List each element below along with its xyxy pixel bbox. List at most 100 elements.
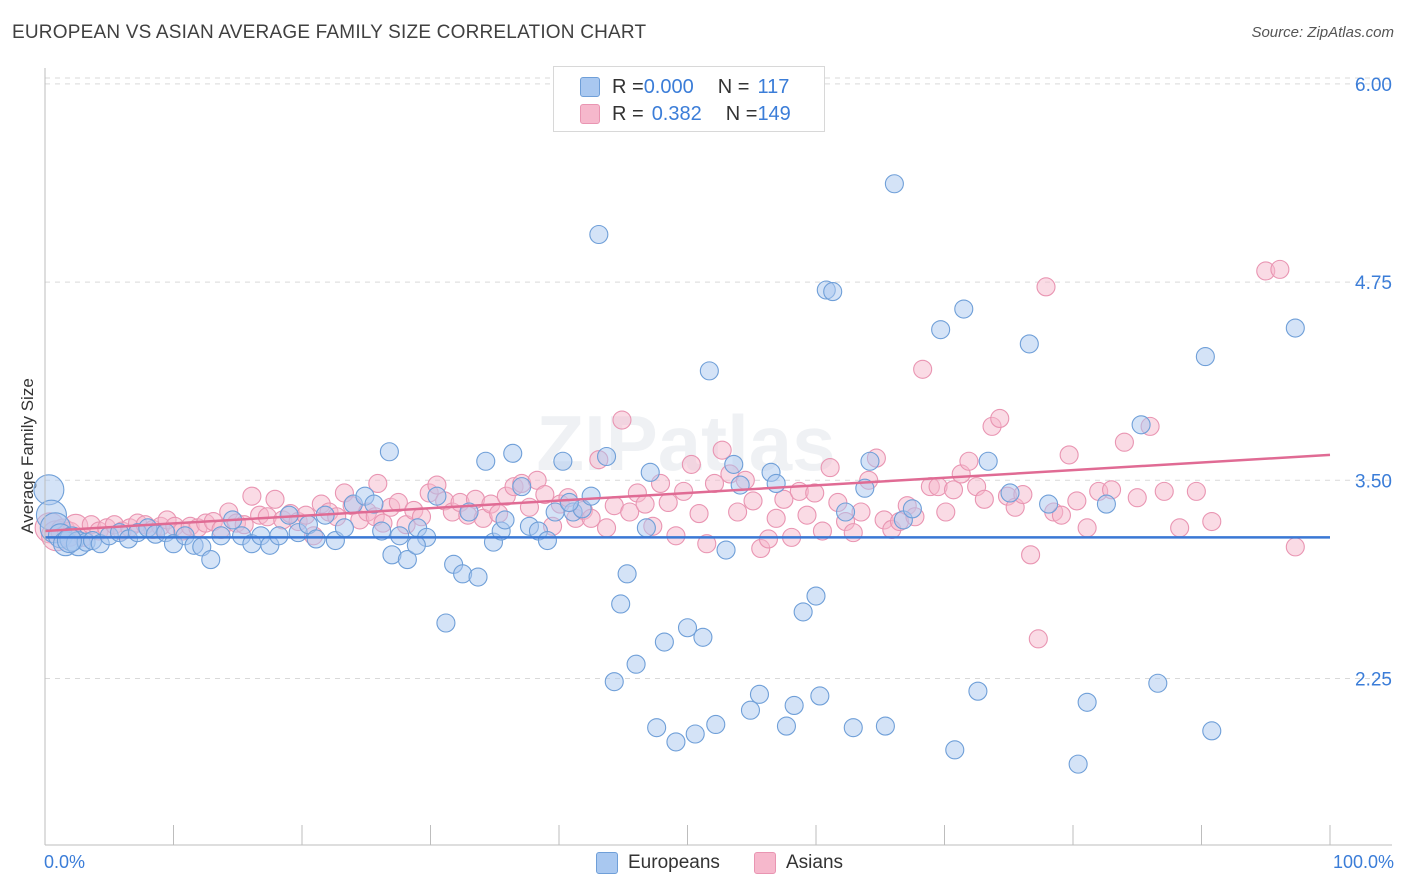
asians-point [959,451,979,471]
x-tick-label-min: 0.0% [44,852,86,872]
europeans-point [954,299,974,319]
europeans-r-value: 0.000 [643,75,694,98]
asians-point [805,483,825,503]
legend-item-asians[interactable]: Asians [754,852,843,874]
europeans-point [776,716,796,736]
europeans-point [453,564,473,584]
europeans-point [390,526,410,546]
europeans-point [677,618,698,638]
series-legend: Europeans Asians [0,850,1406,880]
europeans-point [364,494,384,514]
europeans-point [793,602,813,622]
asians-point [913,359,933,379]
asians-point [743,491,763,511]
asians-point [758,529,779,549]
asians-point [681,454,701,474]
asians-point [774,489,794,509]
europeans-r-label: R = [612,75,644,98]
europeans-point [654,632,674,652]
europeans-point [626,654,646,674]
europeans-point [495,510,515,530]
asians-point [368,473,388,494]
x-tick-label-max: 100.0% [1332,852,1394,872]
europeans-point [749,684,770,704]
europeans-point [666,732,686,752]
asians-point [388,492,408,513]
europeans-point [823,282,843,302]
europeans-point [647,718,667,738]
europeans-n-value: 117 [757,75,790,98]
europeans-point [1148,673,1168,693]
europeans-point [56,527,82,554]
asians-point [974,489,994,509]
europeans-point [559,492,579,513]
europeans-point [1202,721,1222,741]
europeans-point [604,672,624,692]
asians-point [242,486,262,506]
europeans-point [427,486,447,506]
asians-point [1077,518,1097,538]
europeans-point [201,550,221,570]
europeans-point [699,361,719,381]
y-tick-label: 6.00 [1355,75,1392,96]
asians-point [1202,511,1222,532]
europeans-point [884,174,904,194]
watermark: ZIPatlas [536,399,835,487]
asians-point [1154,481,1174,501]
asians-point [1051,505,1071,525]
asians-point [990,408,1010,428]
asians-point [1170,518,1190,538]
europeans-point [553,451,573,471]
asians-point [797,505,817,525]
asians-swatch [580,104,600,124]
europeans-point [1000,483,1020,503]
source-credit: Source: ZipAtlas.com [1251,24,1394,41]
europeans-point [724,454,744,474]
asians-point [674,481,694,501]
y-tick-label: 2.25 [1355,670,1392,691]
europeans-point [860,451,880,471]
europeans-point [372,521,392,541]
asians-point [728,502,748,522]
asians-n-label: N = [725,102,758,125]
europeans-point [1131,415,1151,435]
asians-point [766,508,786,528]
europeans-point [581,486,601,506]
europeans-point [406,535,426,555]
asians-point [943,480,964,500]
asians-point [1114,432,1134,452]
europeans-point [716,540,736,560]
europeans-point [611,594,631,614]
europeans-point [784,695,804,716]
correlation-legend: R = 0.000 N = 117 R = 0.382 N = 149 [553,66,825,132]
europeans-point [589,224,609,245]
asians-r-label: R = [612,102,644,125]
asians-point [1285,537,1305,557]
asians-point [689,504,709,524]
asians-point [1028,629,1048,649]
europeans-point [1019,334,1039,354]
y-tick-labels: 2.25 3.50 4.75 6.00 [1355,75,1392,691]
asians-point [1021,545,1041,565]
europeans-point [766,473,786,494]
asians-point [596,518,617,538]
europeans-point [968,681,988,701]
asians-point [1127,488,1147,508]
europeans-point [685,724,705,744]
europeans-point [1077,692,1097,712]
asians-point [1186,481,1206,501]
asians-point [820,458,840,478]
europeans-point [740,700,761,720]
legend-item-europeans[interactable]: Europeans [596,852,720,874]
asians-point [658,492,678,513]
asians-point [635,494,655,514]
europeans-point [397,550,417,570]
asians-point [1036,277,1056,297]
europeans-point [211,526,231,546]
watermark-text: ZIPatlas [536,399,835,487]
legend-row-asians: R = 0.382 N = 149 [580,101,791,127]
legend-row-europeans: R = 0.000 N = 117 [580,74,789,100]
europeans-point [476,451,496,471]
europeans-point [875,716,895,736]
asians-trend-line [44,453,1331,533]
